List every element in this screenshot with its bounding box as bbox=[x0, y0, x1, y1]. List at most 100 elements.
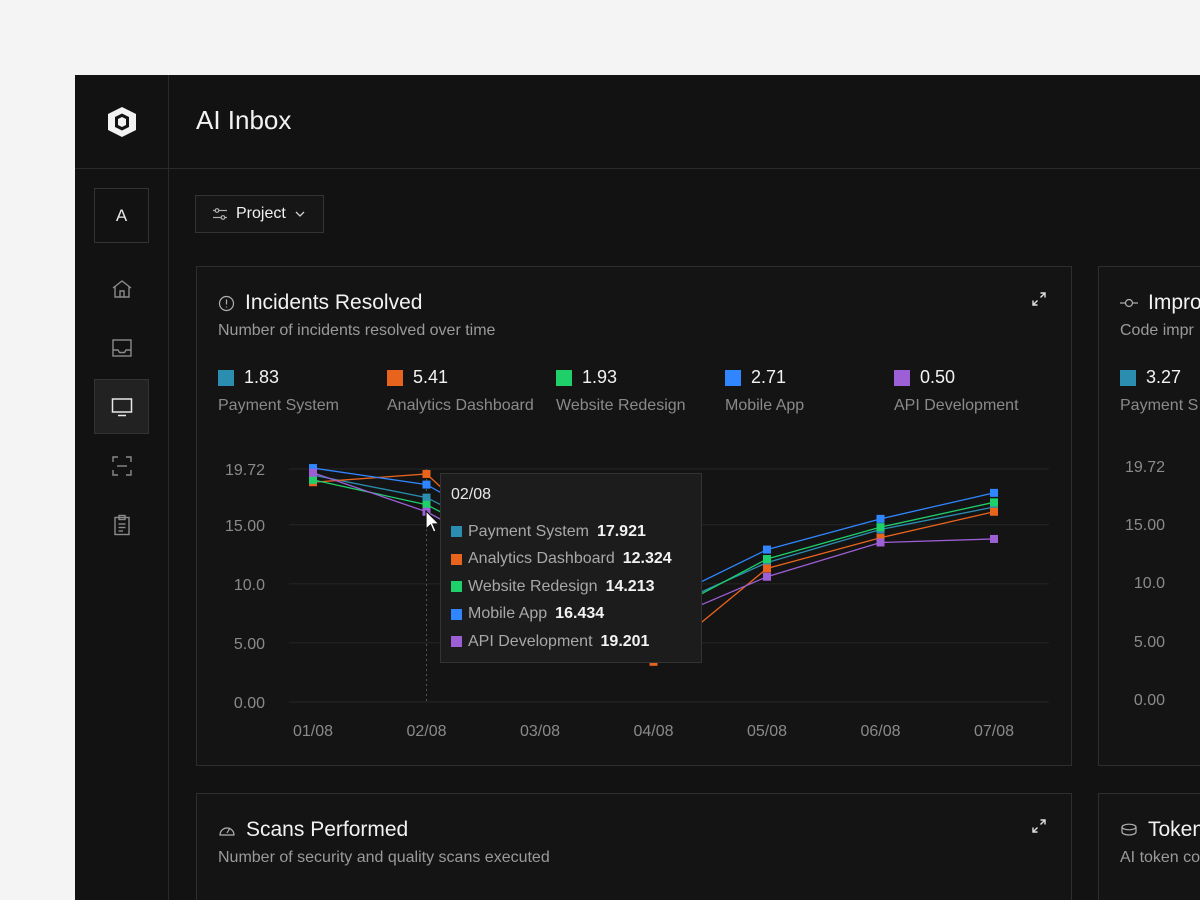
chart-tooltip: 02/08 Payment System 17.921 Analytics Dash… bbox=[440, 473, 702, 663]
card-subtitle: Number of incidents resolved over time bbox=[218, 322, 496, 339]
metric-value: 1.83 bbox=[244, 367, 280, 387]
tooltip-series-value: 16.434 bbox=[555, 605, 605, 623]
x-tick-label: 04/08 bbox=[633, 723, 673, 740]
coins-icon bbox=[1121, 823, 1137, 836]
x-tick-label: 05/08 bbox=[747, 723, 787, 740]
home-icon bbox=[112, 279, 131, 298]
metric-value: 5.41 bbox=[413, 367, 449, 387]
metric-item: 1.93 Website Redesign bbox=[556, 367, 686, 415]
data-point bbox=[990, 488, 998, 497]
sliders-icon bbox=[213, 208, 227, 220]
y-tick-label: 5.00 bbox=[234, 636, 265, 653]
data-point bbox=[309, 475, 317, 484]
tooltip-series-value: 12.324 bbox=[622, 550, 672, 568]
incidents-resolved-card: Incidents Resolved Number of incidents r… bbox=[196, 266, 1072, 766]
top-bar: AI Inbox bbox=[169, 75, 1200, 169]
data-point bbox=[990, 507, 998, 516]
legend-swatch bbox=[451, 608, 462, 620]
scans-performed-card: Scans Performed Number of security and q… bbox=[196, 793, 1072, 900]
data-point bbox=[876, 514, 885, 523]
card-title: Scans Performed bbox=[246, 818, 409, 841]
metric-item: 5.41 Analytics Dashboard bbox=[387, 367, 534, 415]
inbox-icon bbox=[111, 338, 132, 357]
y-tick-label: 15.00 bbox=[225, 518, 265, 535]
data-point bbox=[763, 555, 771, 564]
metric-label: API Development bbox=[894, 397, 1019, 414]
data-point bbox=[763, 564, 771, 573]
y-tick-label: 5.00 bbox=[1133, 634, 1165, 651]
project-filter-button[interactable]: Project bbox=[195, 195, 324, 233]
data-point bbox=[309, 464, 317, 473]
improvements-card: Impro Code impr 3.27 Payment S 19.72 15.0… bbox=[1098, 266, 1200, 766]
y-tick-label: 19.72 bbox=[225, 462, 265, 479]
tokens-card: Token AI token co bbox=[1098, 793, 1200, 900]
data-point bbox=[876, 533, 885, 542]
x-tick-label: 06/08 bbox=[860, 723, 900, 740]
tooltip-series-name: Payment System bbox=[468, 522, 589, 540]
data-point bbox=[422, 469, 431, 478]
tooltip-row: Website Redesign 14.213 bbox=[451, 573, 691, 601]
nav-inbox[interactable] bbox=[94, 320, 149, 375]
x-tick-label: 02/08 bbox=[406, 723, 446, 740]
legend-swatch bbox=[1120, 369, 1136, 386]
metric-value: 1.93 bbox=[582, 367, 618, 387]
clipboard-icon bbox=[113, 514, 130, 535]
metric-label: Analytics Dashboard bbox=[387, 397, 534, 414]
expand-icon[interactable] bbox=[1031, 291, 1047, 307]
data-point bbox=[309, 468, 317, 477]
tooltip-series-name: Website Redesign bbox=[468, 577, 598, 595]
tooltip-series-name: API Development bbox=[468, 632, 593, 650]
x-tick-label: 01/08 bbox=[293, 723, 333, 740]
y-tick-label: 15.00 bbox=[1124, 517, 1165, 534]
legend-swatch bbox=[451, 553, 462, 565]
y-tick-label: 10.0 bbox=[234, 577, 265, 594]
legend-swatch bbox=[451, 526, 462, 538]
expand-icon[interactable] bbox=[1031, 818, 1047, 834]
avatar[interactable]: A bbox=[94, 188, 149, 243]
card-title: Token bbox=[1148, 818, 1200, 841]
metric-value: 3.27 bbox=[1146, 367, 1182, 387]
legend-swatch bbox=[387, 369, 403, 386]
tooltip-series-value: 19.201 bbox=[600, 632, 650, 650]
tooltip-series-value: 14.213 bbox=[605, 577, 655, 595]
data-point bbox=[763, 545, 771, 554]
data-point bbox=[876, 538, 885, 547]
mouse-cursor-icon bbox=[425, 510, 441, 533]
card-subtitle: Number of security and quality scans exe… bbox=[218, 849, 550, 866]
nav-scan[interactable] bbox=[94, 438, 149, 493]
tooltip-row: Mobile App 16.434 bbox=[451, 601, 691, 629]
metric-label: Website Redesign bbox=[556, 397, 686, 414]
data-point bbox=[422, 480, 431, 489]
metric-label: Mobile App bbox=[725, 397, 805, 414]
metric-value: 0.50 bbox=[920, 367, 956, 387]
scan-icon bbox=[111, 455, 132, 476]
data-point bbox=[990, 498, 998, 507]
sidebar-rail: A bbox=[75, 75, 169, 900]
y-tick-label: 10.0 bbox=[1133, 575, 1165, 592]
data-point bbox=[422, 500, 431, 509]
x-tick-label: 03/08 bbox=[520, 723, 560, 740]
x-tick-label: 07/08 bbox=[974, 723, 1014, 740]
y-tick-label: 19.72 bbox=[1124, 459, 1165, 476]
commit-icon bbox=[1120, 298, 1138, 308]
data-point bbox=[422, 493, 431, 502]
tooltip-row: API Development 19.201 bbox=[451, 628, 691, 656]
card-title: Incidents Resolved bbox=[245, 291, 423, 314]
metric-item: 0.50 API Development bbox=[894, 367, 1019, 415]
project-filter-label: Project bbox=[236, 205, 286, 222]
card-title: Impro bbox=[1148, 291, 1200, 314]
legend-swatch bbox=[218, 369, 234, 386]
nav-monitor[interactable] bbox=[94, 379, 149, 434]
page-title: AI Inbox bbox=[196, 105, 292, 135]
legend-swatch bbox=[451, 636, 462, 648]
nav-home[interactable] bbox=[94, 261, 149, 316]
tooltip-row: Analytics Dashboard 12.324 bbox=[451, 546, 691, 574]
metric-item: 1.83 Payment System bbox=[218, 367, 339, 415]
tooltip-row: Payment System 17.921 bbox=[451, 518, 691, 546]
logo[interactable] bbox=[75, 75, 169, 169]
metric-item: 2.71 Mobile App bbox=[725, 367, 804, 415]
y-tick-label: 0.00 bbox=[234, 695, 265, 712]
legend-swatch bbox=[894, 369, 910, 386]
nav-clipboard[interactable] bbox=[94, 497, 149, 552]
card-subtitle: AI token co bbox=[1120, 849, 1200, 866]
